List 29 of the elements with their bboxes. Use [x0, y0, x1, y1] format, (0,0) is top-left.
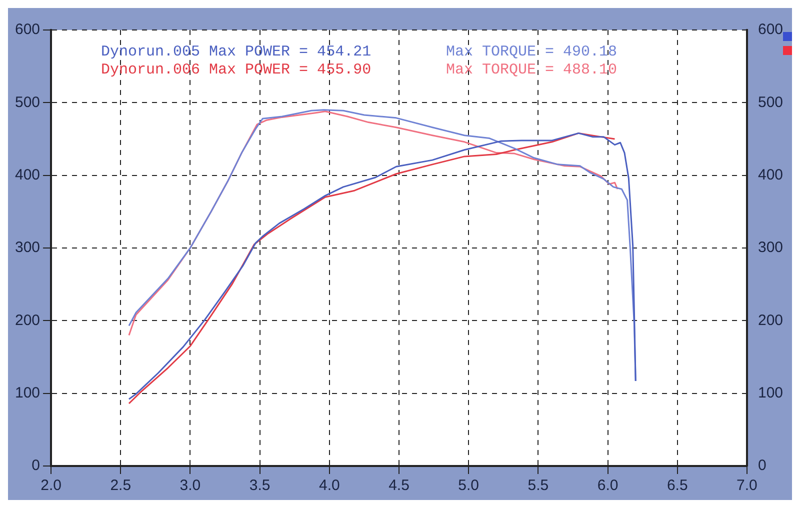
- y-tick-label: 0: [32, 457, 40, 474]
- x-tick-label: 2.0: [40, 477, 62, 494]
- x-tick-label: 5.5: [528, 477, 549, 494]
- y2-tick-label: 400: [758, 166, 784, 184]
- x-tick-label: 7.0: [736, 477, 758, 494]
- y-tick-label: 300: [14, 239, 40, 256]
- x-tick-label: 6.0: [597, 477, 618, 494]
- y2-tick-label: 600: [758, 21, 784, 38]
- text: Dynorun.005 Max POWER = 454.21: [101, 43, 372, 60]
- x-tick-label: 3.5: [249, 477, 270, 494]
- text: Dynorun.006 Max POWER = 455.90: [101, 61, 372, 78]
- y2-tick-label: 200: [758, 312, 784, 329]
- y2-tick-label: 0: [758, 457, 766, 474]
- y-tick-label: 100: [14, 384, 40, 402]
- y-tick-label: 200: [14, 312, 40, 329]
- y2-tick-label: 100: [758, 384, 784, 402]
- x-tick-label: 6.5: [666, 477, 688, 494]
- text: Max TORQUE = 488.10: [446, 61, 618, 78]
- text: Max TORQUE = 490.18: [446, 43, 618, 60]
- x-tick-label: 2.5: [110, 477, 132, 494]
- y2-tick-label: 300: [758, 239, 784, 256]
- y-tick-label: 600: [14, 21, 40, 38]
- y-tick-label: 400: [14, 166, 40, 184]
- x-tick-label: 3.0: [180, 477, 201, 494]
- x-tick-label: 4.0: [318, 477, 340, 494]
- y-tick-label: 500: [14, 94, 40, 111]
- x-tick-label: 5.0: [458, 477, 480, 494]
- y2-tick-label: 500: [758, 94, 784, 111]
- x-tick-label: 4.5: [388, 477, 410, 494]
